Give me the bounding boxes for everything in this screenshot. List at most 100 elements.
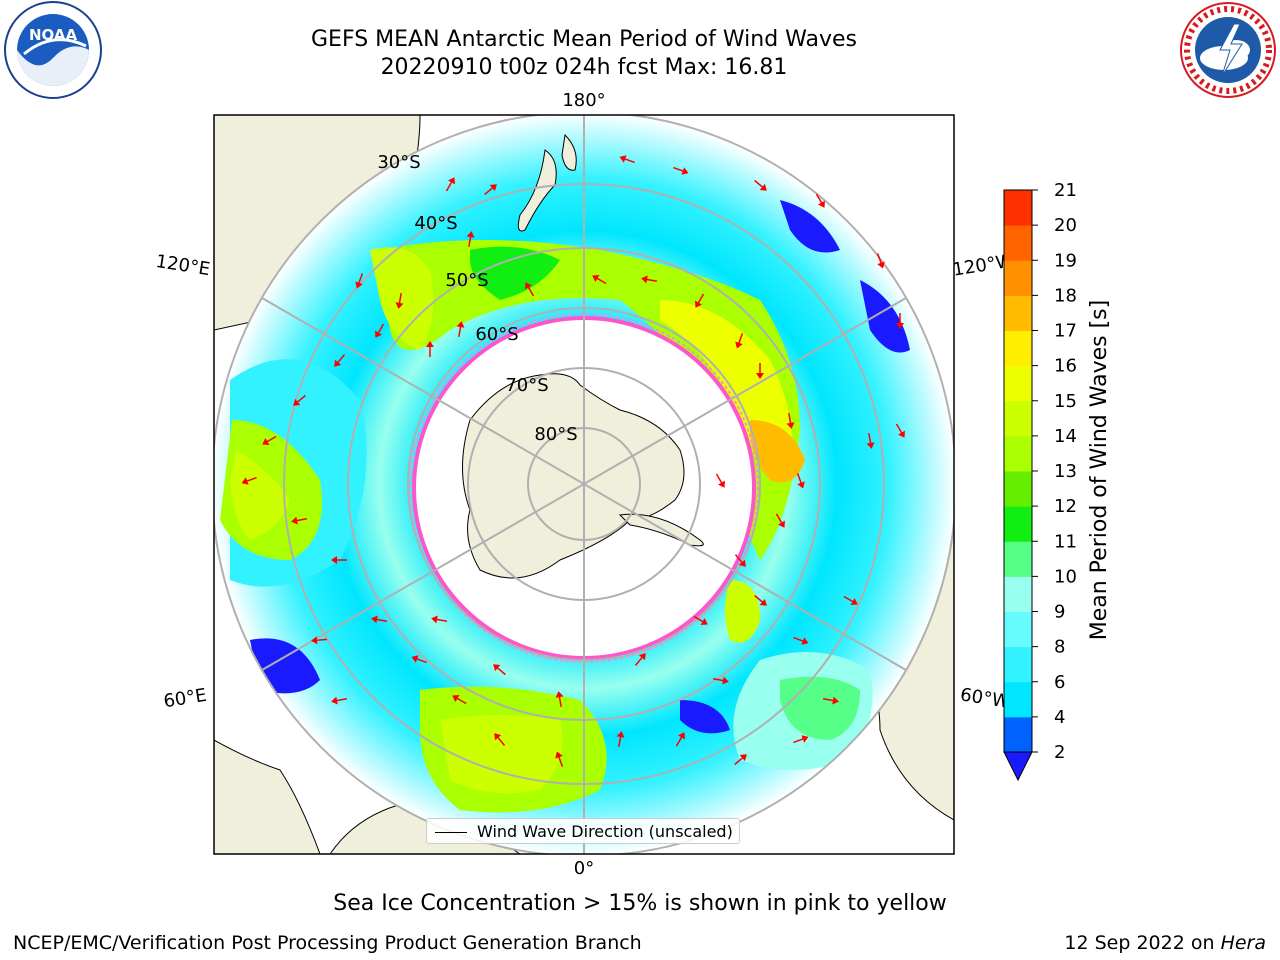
colorbar-tick-label: 10 <box>1054 566 1077 587</box>
wind-arrow <box>641 275 658 284</box>
lon-label-top: 180° <box>562 90 605 111</box>
wind-arrow <box>866 432 875 449</box>
wind-arrow <box>331 556 347 564</box>
wind-arrow <box>673 166 689 175</box>
footer-date-text: 12 Sep 2022 on <box>1064 932 1221 954</box>
colorbar-tick-label: 18 <box>1054 285 1077 306</box>
nws-logo <box>1180 2 1276 98</box>
antarctica-land <box>462 373 685 579</box>
wind-arrow <box>634 653 646 666</box>
wind-arrow <box>756 363 764 379</box>
graticule <box>214 115 954 854</box>
map-legend: Wind Wave Direction (unscaled) <box>426 818 740 844</box>
wind-arrow <box>895 423 905 438</box>
wind-arrow <box>734 554 746 567</box>
wind-arrow <box>675 732 685 747</box>
lon-label-upper-left: 120°E <box>154 251 211 280</box>
wind-arrow <box>241 476 257 485</box>
wind-arrow <box>793 735 809 744</box>
wind-arrow <box>395 292 404 309</box>
colorbar-under-extension <box>1003 751 1033 782</box>
lat-label-40s: 40°S <box>414 213 457 234</box>
colorbar-tick-label: 14 <box>1054 426 1077 447</box>
lat-label-30s: 30°S <box>377 152 420 173</box>
wind-arrow <box>715 473 725 488</box>
wind-arrow <box>445 177 455 192</box>
wind-arrow <box>712 676 729 685</box>
map-layer <box>214 115 954 854</box>
wind-arrow <box>311 636 328 645</box>
colorbar-tick-label: 2 <box>1054 742 1065 763</box>
wind-arrow <box>695 293 705 308</box>
chart-title: GEFS MEAN Antarctic Mean Period of Wind … <box>311 27 857 52</box>
footer-machine: Hera <box>1220 932 1266 954</box>
colorbar-tick-label: 16 <box>1054 356 1077 377</box>
colorbar-tick-label: 20 <box>1054 215 1077 236</box>
wind-arrow <box>431 615 448 624</box>
wind-arrow <box>426 341 434 357</box>
wind-wave-direction-arrows <box>241 155 905 767</box>
wind-arrow <box>355 273 364 289</box>
noaa-logo-text: NOAA <box>29 26 78 44</box>
lon-label-bottom: 0° <box>574 858 594 879</box>
lat-label-80s: 80°S <box>534 424 577 445</box>
lon-label-lower-left: 60°E <box>162 685 208 713</box>
colorbar-tick-label: 12 <box>1054 496 1077 517</box>
wind-arrow <box>494 733 506 746</box>
map-frame <box>213 114 955 855</box>
colorbar-tick-label: 21 <box>1054 180 1077 201</box>
wind-arrow <box>452 695 467 705</box>
lat-label-60s: 60°S <box>475 324 518 345</box>
wind-arrow <box>555 691 564 708</box>
africa-land <box>214 739 321 854</box>
wind-arrow <box>371 615 388 624</box>
colorbar-segment <box>1004 681 1032 718</box>
lat-label-50s: 50°S <box>445 270 488 291</box>
sea-ice-caption: Sea Ice Concentration > 15% is shown in … <box>333 891 947 916</box>
colorbar-segment <box>1004 190 1032 226</box>
lat-label-70s: 70°S <box>505 375 548 396</box>
colorbar-segment <box>1004 260 1032 296</box>
wind-arrow <box>456 321 465 338</box>
legend-label: Wind Wave Direction (unscaled) <box>477 822 733 841</box>
colorbar-segment <box>1004 541 1032 577</box>
wind-arrow <box>411 655 427 664</box>
wind-arrow <box>754 594 767 606</box>
chart-subtitle: 20220910 t00z 024h fcst Max: 16.81 <box>380 55 788 80</box>
antarctic-peninsula-land <box>618 513 704 547</box>
lon-label-lower-right: 60°W <box>959 684 1012 713</box>
wind-arrow <box>375 323 385 338</box>
colorbar: 2 4 6 8 9 10 11 12 13 14 15 16 17 18 19 20 21 <box>1003 180 1077 782</box>
colorbar-tick-label: 13 <box>1054 461 1077 482</box>
colorbar-segment <box>1004 435 1032 472</box>
colorbar-segment <box>1004 295 1032 331</box>
wind-arrow <box>525 282 535 297</box>
wind-arrow <box>291 516 308 525</box>
wind-arrow <box>822 696 839 705</box>
colorbar-segment <box>1004 611 1032 648</box>
colorbar-segment <box>1004 716 1032 753</box>
wind-arrow <box>693 615 708 625</box>
wind-arrow <box>876 253 885 269</box>
wind-arrow <box>262 435 277 445</box>
colorbar-tick-label: 11 <box>1054 531 1077 552</box>
wind-arrow <box>484 184 497 196</box>
wind-arrow <box>815 193 825 208</box>
colorbar-tick-label: 17 <box>1054 321 1077 342</box>
colorbar-tick-label: 6 <box>1054 672 1065 693</box>
wind-arrow <box>592 275 607 285</box>
wind-arrow <box>619 155 635 164</box>
colorbar-segment <box>1004 506 1032 542</box>
wind-arrow <box>793 636 809 645</box>
colorbar-tick-label: 19 <box>1054 250 1077 271</box>
wind-arrow <box>493 664 506 676</box>
new-zealand-land <box>517 149 557 232</box>
wind-arrow <box>896 313 904 329</box>
colorbar-tick-label: 15 <box>1054 391 1077 412</box>
colorbar-segment <box>1004 400 1032 437</box>
wind-arrow <box>754 179 767 191</box>
footer-date: 12 Sep 2022 on Hera <box>1064 932 1266 954</box>
wind-arrow <box>843 595 858 605</box>
wind-arrow <box>796 473 805 489</box>
